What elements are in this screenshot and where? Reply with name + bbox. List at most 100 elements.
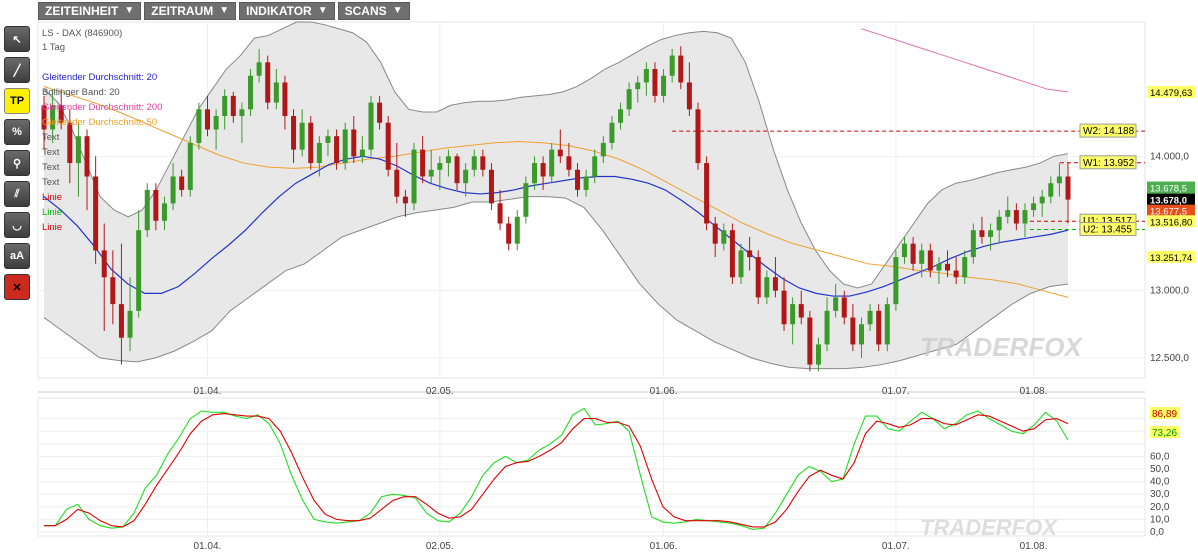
parallel-lines-icon[interactable]: ⫽: [4, 181, 30, 207]
bollinger-band-fill: [44, 22, 1068, 369]
cursor-icon[interactable]: ↖: [4, 26, 30, 52]
candle-body: [273, 82, 279, 103]
osc-y-tick-label: 30,0: [1150, 489, 1170, 500]
osc-y-tick-label: 0,0: [1150, 527, 1164, 538]
candle-body: [996, 216, 1002, 231]
candle-body: [428, 169, 434, 177]
candle-body: [351, 129, 357, 157]
chevron-down-icon: ▼: [124, 5, 135, 16]
candle-body: [747, 250, 753, 258]
price-tag: 13.677,5: [1147, 204, 1195, 218]
candle-body: [919, 250, 925, 264]
candle-body: [884, 304, 890, 345]
menu-zeiteinheit-button[interactable]: ZEITEINHEIT ▼: [38, 2, 142, 20]
price-tag-box: [1147, 181, 1195, 194]
osc-y-tick-label: 60,0: [1150, 451, 1170, 462]
candle-body: [385, 122, 391, 170]
osc-y-tick-label: 50,0: [1150, 464, 1170, 475]
candle-body: [402, 196, 408, 204]
candle-body: [876, 310, 882, 345]
level-label-text: U1: 13.517: [1083, 216, 1132, 227]
candle-body: [394, 169, 400, 197]
candle-body: [445, 156, 451, 164]
candle-body: [626, 89, 632, 110]
candle-body: [910, 243, 916, 264]
osc-value-text: 73,26: [1152, 428, 1177, 439]
candle-body: [256, 62, 262, 76]
candle-body: [927, 250, 933, 271]
tp-icon[interactable]: TP: [4, 88, 30, 114]
candle-body: [342, 129, 348, 164]
osc-value-box: [1150, 407, 1180, 419]
candle-body: [359, 149, 365, 157]
delete-icon[interactable]: ✕: [4, 274, 30, 300]
level-label-box: [1079, 123, 1137, 138]
curve-icon[interactable]: ◡: [4, 212, 30, 238]
legend-item: Linie: [42, 222, 62, 233]
candle-body: [1013, 210, 1019, 224]
level-label-text: W2: 14.188: [1083, 126, 1135, 137]
menu-label: ZEITEINHEIT: [45, 4, 119, 18]
candle-body: [988, 230, 994, 237]
candle-body: [807, 317, 813, 365]
candle-body: [531, 163, 537, 184]
osc-value-text: 86,89: [1152, 409, 1177, 420]
candle-body: [652, 69, 658, 96]
sma200-line: [861, 28, 1069, 93]
legend-item: Text: [42, 162, 60, 173]
price-tag-text: 13.678,5: [1150, 184, 1187, 195]
menu-scans-button[interactable]: SCANS ▼: [337, 2, 410, 20]
candle-body: [127, 310, 133, 338]
candle-body: [772, 277, 778, 291]
candle-body: [67, 122, 73, 164]
candle-body: [549, 149, 555, 177]
x-tick-label: 01.06.: [650, 386, 678, 397]
candle-body: [583, 176, 589, 190]
candle-body: [480, 156, 486, 170]
x-tick-label: 01.07.: [882, 386, 910, 397]
candle-body: [841, 297, 847, 318]
price-tag-box: [1147, 204, 1195, 217]
x-tick-label: 01.04.: [193, 386, 221, 397]
candle-body: [643, 69, 649, 83]
menu-indikator-button[interactable]: INDIKATOR ▼: [239, 2, 335, 20]
price-tag-box: [1147, 85, 1195, 98]
y-tick-label: 12.500,0: [1150, 353, 1189, 364]
candle-body: [1022, 210, 1028, 224]
zoom-icon[interactable]: ⚲: [4, 150, 30, 176]
osc-y-tick-label: 20,0: [1150, 502, 1170, 513]
candle-body: [222, 95, 228, 117]
candle-body: [678, 55, 684, 83]
text-icon[interactable]: aA: [4, 243, 30, 269]
price-tag: 13.678,0: [1147, 193, 1195, 207]
candle-body: [970, 230, 976, 258]
candle-body: [110, 277, 116, 305]
candle-body: [729, 230, 735, 278]
level-label: W2: 14.188: [1079, 123, 1137, 138]
legend-item: Linie: [42, 207, 62, 218]
candle-body: [635, 82, 641, 90]
percent-icon[interactable]: %: [4, 119, 30, 145]
stochastic-line: [44, 407, 1069, 531]
candle-body: [196, 109, 202, 143]
candle-body: [609, 122, 615, 143]
candle-body: [497, 203, 503, 224]
candle-body: [506, 223, 512, 244]
menu-zeitraum-button[interactable]: ZEITRAUM ▼: [144, 2, 237, 20]
candle-body: [248, 75, 254, 110]
level-label-text: U2: 13.455: [1083, 225, 1132, 236]
candle-body: [411, 149, 417, 204]
legend-item: Text: [42, 132, 60, 143]
legend-item: Linie: [42, 192, 62, 203]
chevron-down-icon: ▼: [317, 5, 328, 16]
candle-body: [618, 109, 624, 123]
candle-body: [179, 176, 185, 190]
candle-body: [454, 156, 460, 184]
candle-body: [93, 176, 99, 251]
line-icon[interactable]: ╱: [4, 57, 30, 83]
candle-body: [41, 105, 47, 130]
osc-y-tick-label: 10,0: [1150, 514, 1170, 525]
watermark: TRADERFOX: [920, 515, 1058, 540]
candle-body: [858, 324, 864, 345]
